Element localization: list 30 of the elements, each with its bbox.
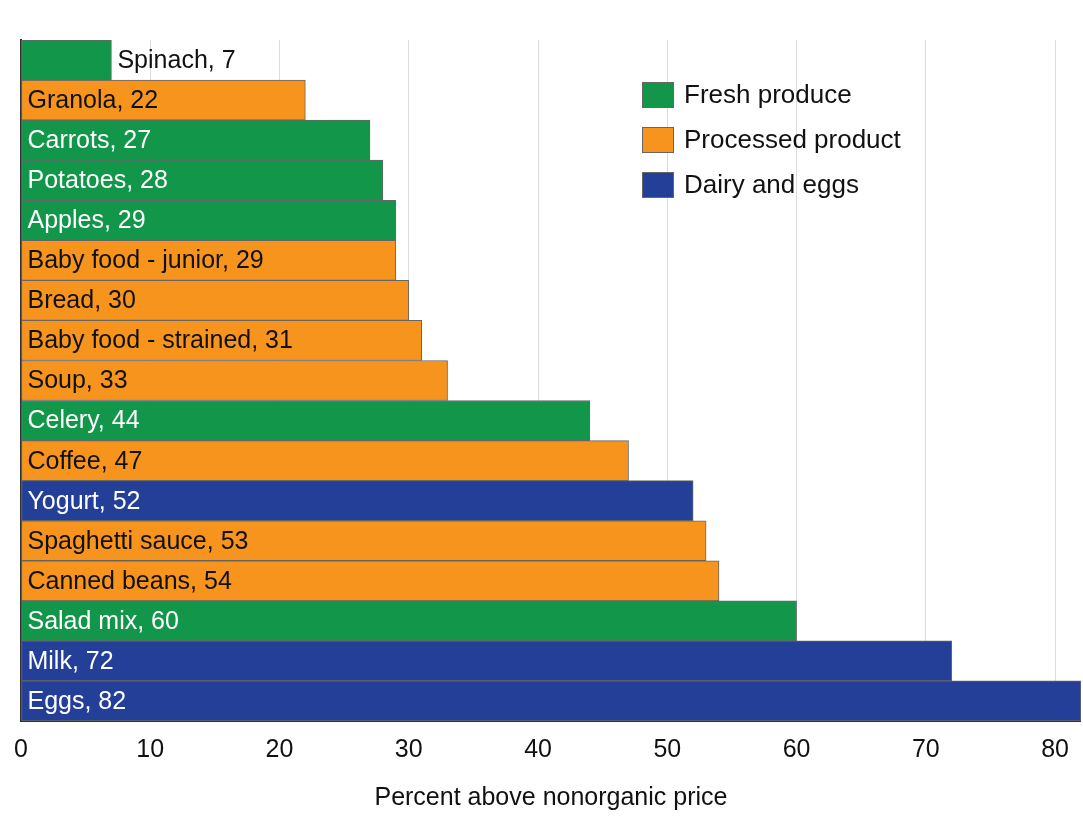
- x-tick-label: 80: [1041, 733, 1070, 762]
- y-tick-label: Spaghetti sauce, 53: [27, 525, 249, 554]
- x-tick-label: 70: [911, 733, 940, 762]
- y-tick-label: Eggs, 82: [27, 685, 127, 714]
- y-tick-label: Bread, 30: [27, 285, 136, 314]
- y-tick-label: Baby food - strained, 31: [27, 325, 293, 354]
- x-tick-label: 20: [265, 733, 294, 762]
- y-tick-label: Milk, 72: [27, 645, 114, 674]
- y-tick-label: Granola, 22: [27, 84, 159, 113]
- legend-label: Fresh produce: [684, 79, 852, 110]
- y-tick-label: Yogurt, 52: [27, 485, 141, 514]
- y-tick-label: Celery, 44: [27, 405, 140, 434]
- y-tick-label: Salad mix, 60: [27, 605, 179, 634]
- x-tick-label: 60: [782, 733, 811, 762]
- y-tick-label: Coffee, 47: [27, 445, 143, 474]
- x-tick-label: 30: [394, 733, 423, 762]
- y-tick-label: Spinach, 7: [117, 44, 236, 73]
- y-tick-label: Soup, 33: [27, 365, 128, 394]
- legend-label: Dairy and eggs: [684, 169, 859, 200]
- y-tick-label: Canned beans, 54: [27, 565, 232, 594]
- x-axis-title: Percent above nonorganic price: [374, 781, 728, 810]
- y-tick-label: Potatoes, 28: [27, 165, 168, 194]
- y-tick-label: Carrots, 27: [27, 125, 152, 154]
- x-tick-label: 10: [136, 733, 165, 762]
- legend-label: Processed product: [684, 124, 901, 155]
- y-tick-label: Apples, 29: [27, 205, 146, 234]
- y-tick-label: Baby food - junior, 29: [27, 245, 264, 274]
- x-tick-label: 40: [524, 733, 552, 762]
- x-tick-label: 0: [14, 733, 28, 762]
- x-tick-label: 50: [653, 733, 682, 762]
